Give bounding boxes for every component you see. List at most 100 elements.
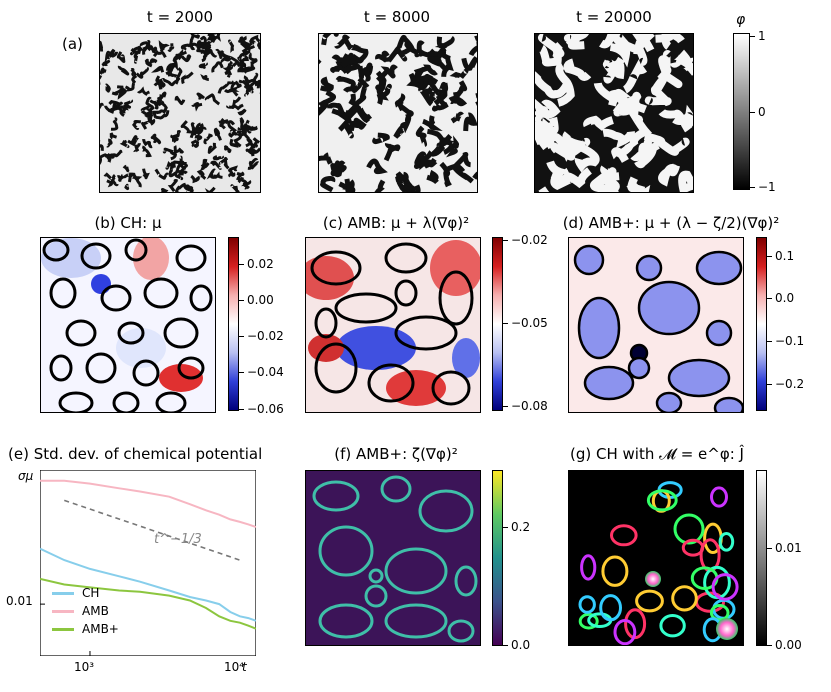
domain-stroke <box>612 96 632 117</box>
droplet-contour <box>177 356 205 380</box>
domain-stroke <box>563 34 589 43</box>
flux-ring <box>601 555 629 587</box>
zeta-colorbar <box>492 470 503 646</box>
droplet-contour <box>314 307 338 339</box>
domain-stroke <box>376 83 392 105</box>
domain-stroke <box>109 103 121 113</box>
domain-stroke <box>177 170 188 178</box>
domain-stroke <box>131 72 138 85</box>
domain-stroke <box>190 34 201 43</box>
flux-ring <box>711 573 739 601</box>
domain-stroke <box>414 150 432 166</box>
domain-stroke <box>196 92 206 100</box>
domain-stroke <box>105 138 113 148</box>
amb-tick-0: −0.02 <box>511 233 548 247</box>
domain-stroke <box>450 111 464 124</box>
domain-stroke <box>237 108 247 116</box>
ch-tick-1: 0.00 <box>247 293 274 307</box>
sigma-plot <box>40 470 256 656</box>
legend-item-ch: CH <box>52 584 119 602</box>
domain-stroke <box>207 34 216 39</box>
ambplus-tick-1: 0.0 <box>775 291 795 305</box>
domain-stroke <box>461 56 477 71</box>
domain-stroke <box>439 161 452 188</box>
domain-stroke <box>335 75 356 89</box>
domain-stroke <box>593 82 632 107</box>
domain-stroke <box>200 73 209 81</box>
ambplus-mu-colorbar <box>756 237 767 411</box>
domain-stroke <box>437 49 454 71</box>
domain-stroke <box>535 71 571 99</box>
droplet-contour <box>384 547 448 595</box>
droplet-contour <box>175 244 207 272</box>
xtick-1e4: 10⁴ <box>224 660 245 674</box>
flux-ring <box>580 554 597 581</box>
phi-field-t20000 <box>534 33 694 193</box>
domain-stroke <box>651 73 683 96</box>
domain-stroke <box>206 168 216 180</box>
domain-stroke <box>144 58 153 68</box>
domain-stroke <box>412 79 444 97</box>
domain-stroke <box>594 165 617 189</box>
droplet-contour <box>447 619 475 643</box>
domain-stroke <box>319 152 333 165</box>
domain-stroke <box>658 109 692 132</box>
panel-f-title: (f) AMB+: ζ(∇φ)² <box>334 445 458 463</box>
droplet-contour <box>312 480 360 512</box>
domain-stroke <box>468 35 477 57</box>
domain-stroke <box>634 136 658 169</box>
domain-stroke <box>191 141 200 148</box>
ch-tick-3: −0.04 <box>247 365 284 379</box>
domain-stroke <box>574 143 600 173</box>
droplet-contour <box>112 391 140 412</box>
domain-stroke <box>153 80 166 89</box>
phi-tick-1: 1 <box>758 29 766 43</box>
domain-stroke <box>320 175 336 192</box>
domain-stroke <box>237 65 247 74</box>
ytick-001: 0.01 <box>6 594 33 608</box>
domain-stroke <box>211 61 224 73</box>
droplet-contour <box>42 238 70 262</box>
flux-ring <box>578 595 596 614</box>
domain-stroke <box>142 139 153 149</box>
zeta-tick-0: 0.2 <box>511 520 531 534</box>
flux-ring <box>710 486 728 508</box>
domain-stroke <box>167 65 179 77</box>
droplet-contour <box>583 365 635 401</box>
domain-stroke <box>150 133 157 144</box>
domain-stroke <box>199 42 210 50</box>
droplet-contour <box>394 315 458 351</box>
hue-wheel-legend <box>716 618 738 640</box>
droplet-contour <box>49 354 73 382</box>
flux-ring <box>610 524 638 547</box>
phi-colorbar <box>733 33 750 190</box>
domain-stroke <box>330 161 346 178</box>
domain-stroke <box>203 45 218 58</box>
droplet-contour <box>394 279 418 307</box>
domain-stroke <box>163 78 177 87</box>
droplet-contour <box>431 370 471 406</box>
panel-e-title: (e) Std. dev. of chemical potential <box>8 445 263 463</box>
legend-item-ambplus: AMB+ <box>52 620 119 638</box>
domain-stroke <box>174 169 184 181</box>
domain-stroke <box>142 40 151 55</box>
domain-stroke <box>675 54 693 76</box>
ch-mu-field <box>40 237 216 413</box>
domain-stroke <box>145 96 155 110</box>
domain-stroke <box>244 66 256 73</box>
domain-stroke <box>175 185 181 192</box>
droplet-contour <box>132 359 160 387</box>
domain-stroke <box>101 59 111 67</box>
domain-stroke <box>226 96 242 109</box>
domain-stroke <box>247 78 257 93</box>
domain-stroke <box>175 67 183 85</box>
ch-tick-4: −0.06 <box>247 402 284 416</box>
legend-swatch-amb <box>52 609 74 613</box>
domain-stroke <box>100 153 107 165</box>
domain-stroke <box>348 117 367 130</box>
domain-stroke <box>206 34 217 43</box>
domain-stroke <box>199 35 207 45</box>
domain-stroke <box>152 109 166 119</box>
domain-stroke <box>180 54 192 63</box>
legend-label-ambplus: AMB+ <box>82 622 119 636</box>
